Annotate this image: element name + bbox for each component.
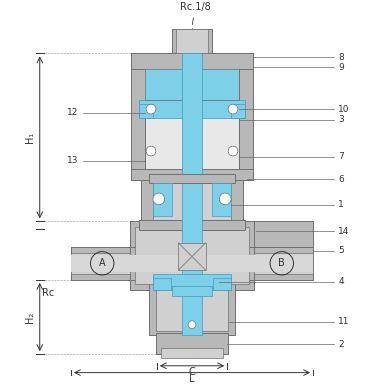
- Text: 1: 1: [338, 200, 344, 209]
- Bar: [139, 61, 245, 174]
- Bar: [172, 286, 212, 296]
- Text: 13: 13: [67, 156, 79, 166]
- Text: 6: 6: [338, 175, 344, 184]
- Bar: [71, 247, 255, 280]
- Text: 10: 10: [338, 104, 350, 114]
- Text: B: B: [278, 258, 285, 268]
- Circle shape: [153, 193, 165, 205]
- Text: A: A: [99, 258, 106, 268]
- Text: L: L: [189, 374, 195, 384]
- Circle shape: [146, 146, 156, 156]
- Text: 7: 7: [338, 152, 344, 161]
- Bar: [172, 29, 212, 53]
- Text: 3: 3: [338, 115, 344, 124]
- Bar: [131, 53, 253, 180]
- Bar: [145, 69, 239, 100]
- Bar: [136, 227, 248, 284]
- Bar: [71, 247, 129, 280]
- Circle shape: [219, 193, 231, 205]
- Bar: [178, 243, 206, 270]
- Text: 9: 9: [338, 63, 344, 72]
- Bar: [153, 274, 231, 290]
- Text: 11: 11: [338, 317, 350, 326]
- Bar: [153, 183, 172, 217]
- Bar: [255, 253, 313, 274]
- Bar: [156, 286, 228, 331]
- Text: 5: 5: [338, 246, 344, 255]
- Bar: [145, 69, 239, 100]
- Bar: [139, 220, 245, 230]
- Text: H₁: H₁: [25, 132, 35, 143]
- Text: Rc.1/8: Rc.1/8: [180, 2, 210, 24]
- Bar: [71, 255, 313, 272]
- Bar: [131, 53, 145, 180]
- Text: Rc: Rc: [42, 288, 54, 298]
- Bar: [149, 174, 235, 183]
- Bar: [71, 253, 129, 274]
- Text: 4: 4: [338, 277, 344, 286]
- Bar: [153, 278, 170, 290]
- Bar: [153, 179, 231, 220]
- Circle shape: [188, 321, 196, 329]
- Polygon shape: [255, 221, 313, 247]
- Circle shape: [228, 146, 238, 156]
- Bar: [139, 100, 245, 118]
- Text: 12: 12: [68, 109, 79, 118]
- Circle shape: [146, 104, 156, 114]
- Bar: [139, 104, 153, 118]
- Bar: [231, 104, 245, 118]
- Bar: [161, 348, 223, 358]
- Circle shape: [228, 104, 238, 114]
- Bar: [131, 169, 253, 180]
- Bar: [149, 282, 235, 334]
- Text: 2: 2: [338, 340, 344, 349]
- Text: C: C: [189, 367, 195, 377]
- Bar: [214, 278, 231, 290]
- Bar: [131, 53, 253, 69]
- Bar: [255, 247, 313, 280]
- Bar: [141, 175, 243, 224]
- Text: H₂: H₂: [25, 311, 35, 323]
- Bar: [239, 53, 253, 180]
- Text: 8: 8: [338, 53, 344, 62]
- Bar: [129, 221, 255, 290]
- Bar: [182, 53, 202, 334]
- Bar: [156, 333, 228, 354]
- Text: 14: 14: [338, 227, 350, 236]
- Bar: [212, 183, 231, 217]
- Bar: [176, 29, 208, 53]
